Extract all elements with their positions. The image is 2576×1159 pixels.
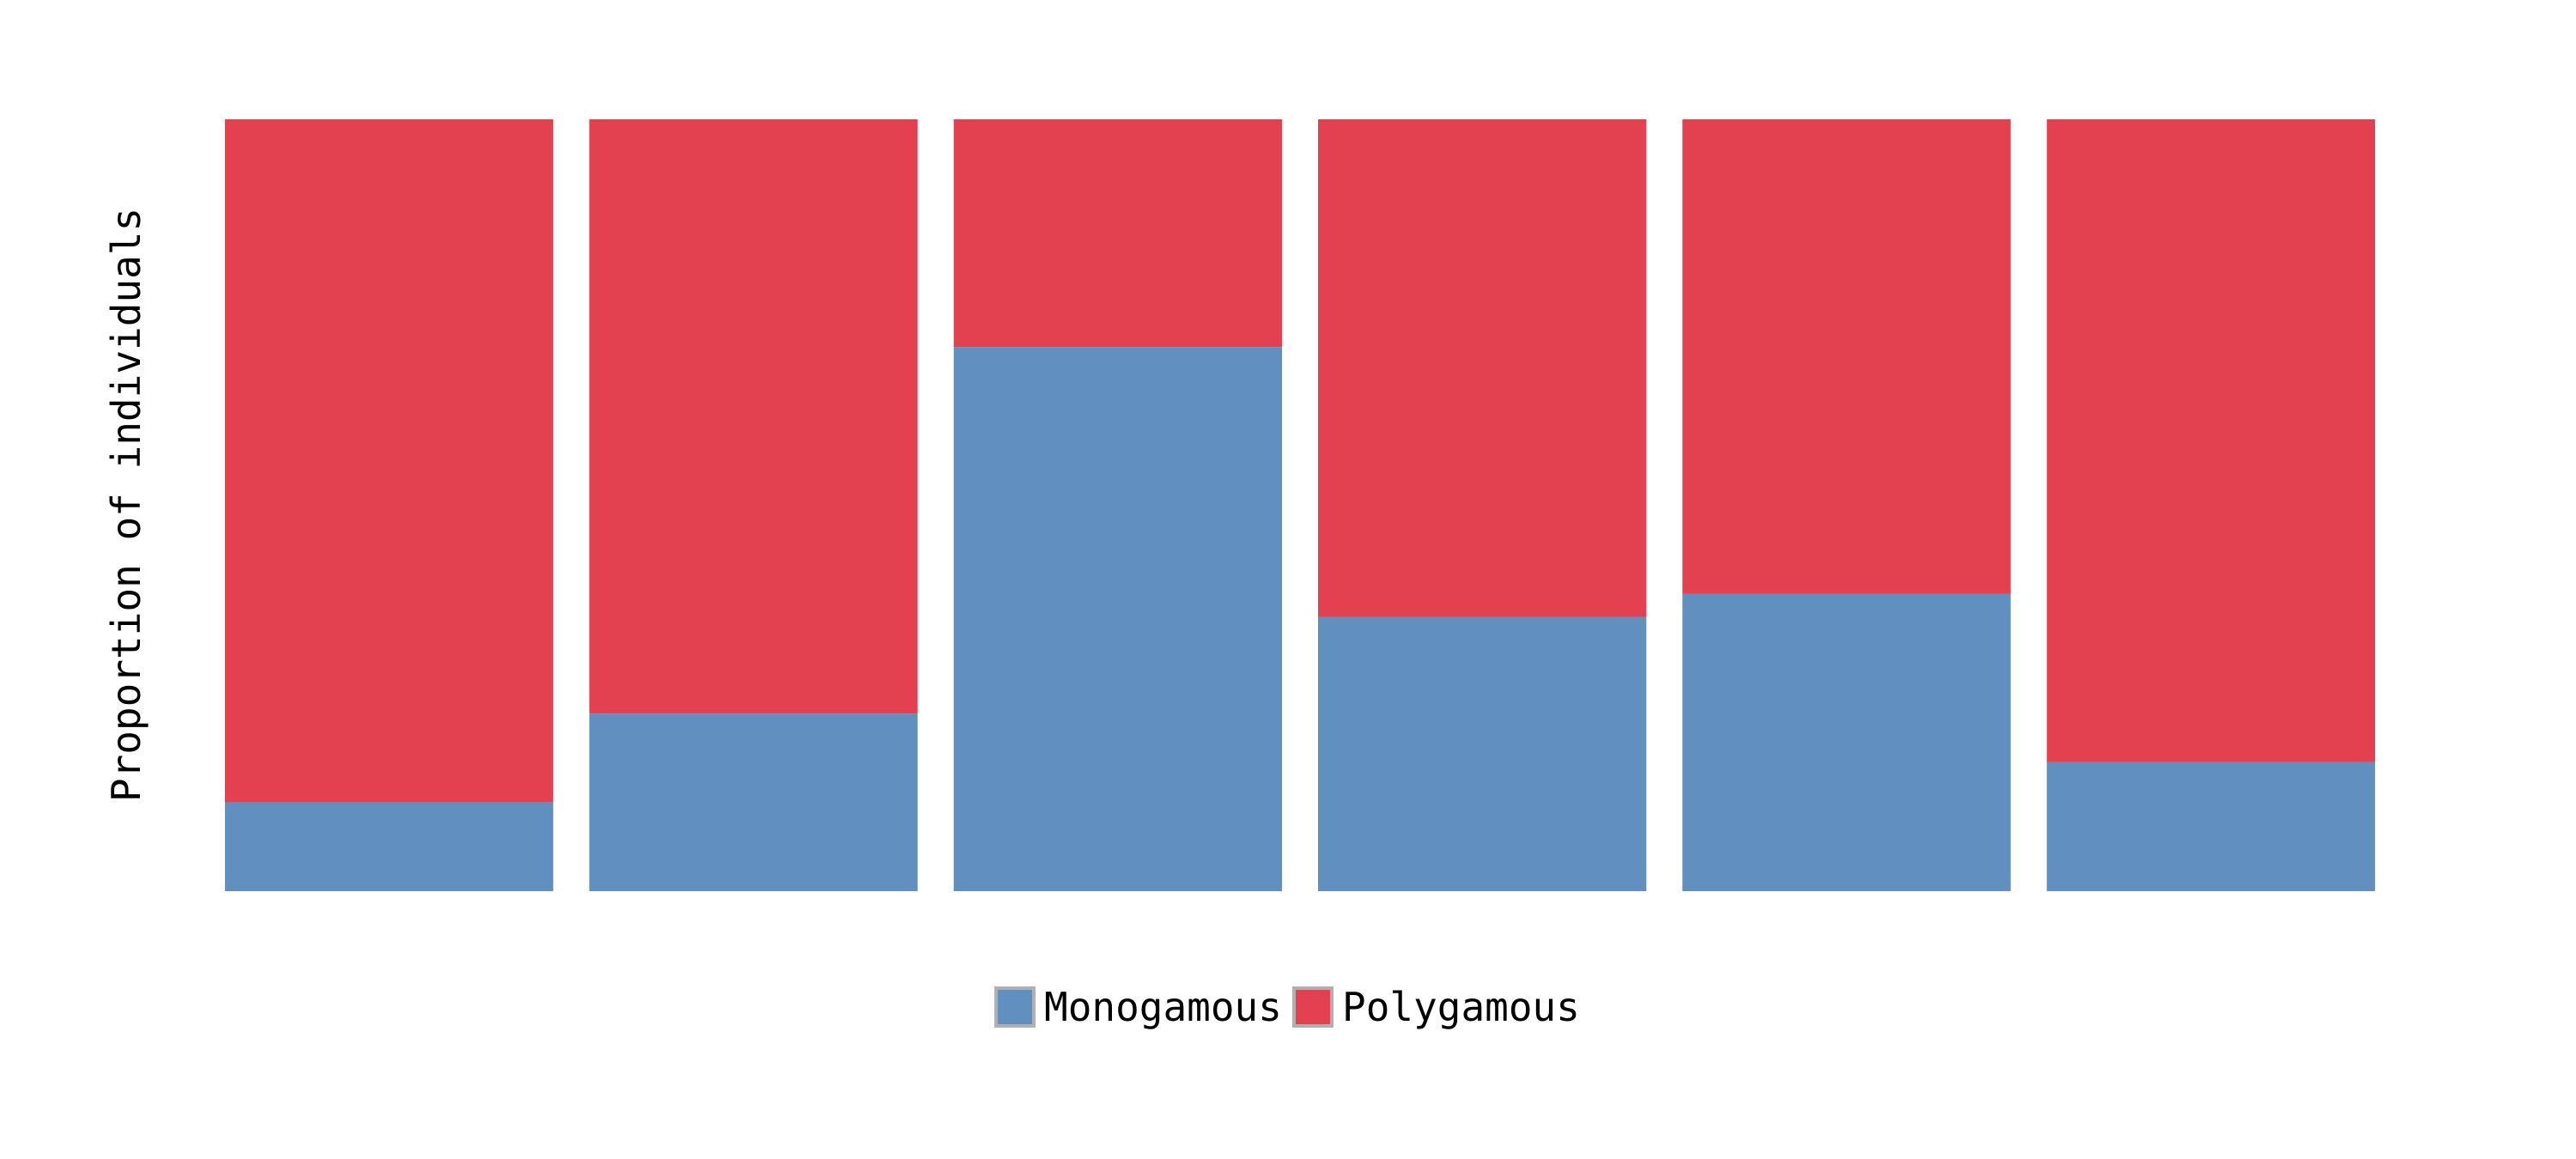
bar-monogamous-1 bbox=[225, 802, 554, 891]
bar-polygamous-1 bbox=[225, 119, 554, 803]
bar-polygamous-6 bbox=[2046, 119, 2375, 762]
bar-monogamous-5 bbox=[1682, 593, 2011, 891]
bar-monogamous-2 bbox=[589, 713, 918, 891]
legend-swatch-monogamous bbox=[994, 986, 1036, 1028]
bar-monogamous-6 bbox=[2046, 762, 2375, 891]
bar-polygamous-2 bbox=[589, 119, 918, 714]
bars-group bbox=[225, 119, 2375, 892]
legend-swatch-polygamous bbox=[1292, 986, 1334, 1028]
bar-monogamous-4 bbox=[1318, 616, 1647, 891]
legend-label-monogamous: Monogamous bbox=[1044, 984, 1282, 1030]
legend: Monogamous Polygamous bbox=[994, 984, 1580, 1030]
bar-polygamous-3 bbox=[953, 119, 1282, 348]
y-axis-label: Proportion of individuals bbox=[103, 208, 149, 802]
bar-polygamous-4 bbox=[1318, 119, 1647, 617]
legend-label-polygamous: Polygamous bbox=[1342, 984, 1580, 1030]
bar-polygamous-5 bbox=[1682, 119, 2011, 594]
bar-monogamous-3 bbox=[953, 347, 1282, 892]
